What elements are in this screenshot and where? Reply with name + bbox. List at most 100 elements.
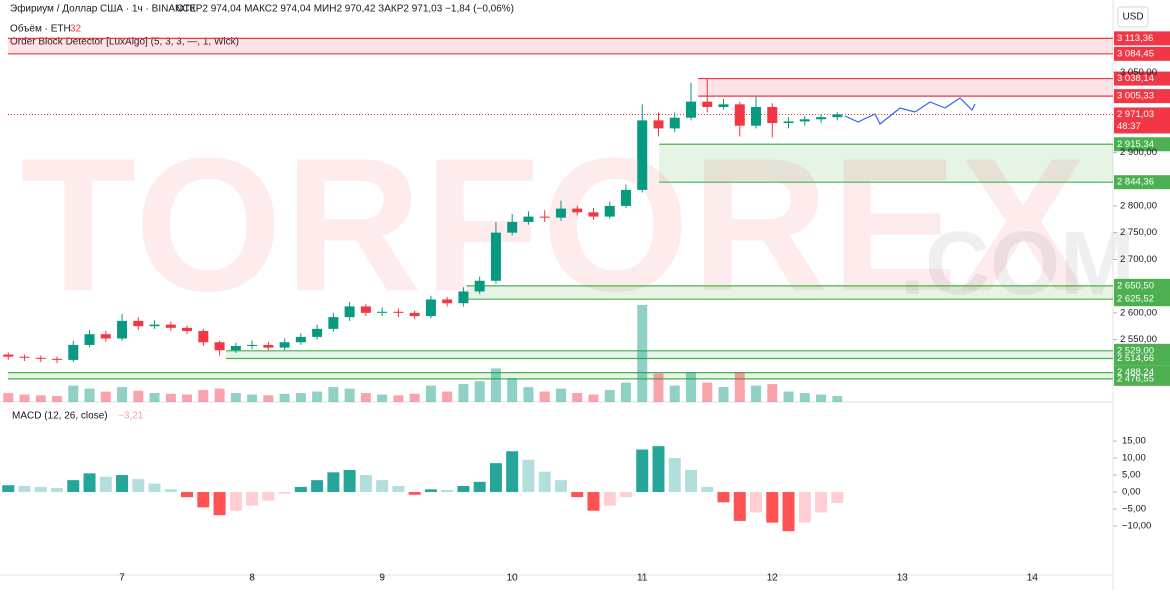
volume-bar — [588, 394, 599, 402]
volume-bar — [117, 387, 128, 402]
countdown: 48:37 — [1117, 121, 1141, 132]
candle-body — [117, 320, 128, 339]
price-label: 2 971,03 — [1117, 109, 1154, 120]
macd-bar — [766, 492, 779, 523]
candle-body — [555, 208, 566, 218]
macd-bar — [750, 492, 763, 513]
candle-body — [572, 208, 583, 213]
macd-bar — [733, 492, 746, 521]
volume-bar — [832, 396, 843, 402]
macd-bar — [343, 469, 356, 493]
y-tick-label: −5,00 — [1122, 504, 1146, 515]
volume-bar — [767, 384, 778, 402]
volume-bar — [523, 387, 534, 402]
macd-bar — [603, 492, 616, 506]
macd-bar — [197, 492, 210, 508]
candle-body — [799, 119, 810, 122]
volume-bar — [718, 387, 729, 402]
volume-bar — [751, 385, 762, 402]
volume-bar — [458, 384, 469, 402]
candle-body — [751, 106, 762, 126]
volume-bar — [637, 305, 648, 402]
macd-bar — [571, 492, 584, 498]
x-tick-label: 7 — [119, 573, 125, 584]
candle-body — [295, 336, 306, 343]
forecast-path — [844, 97, 976, 125]
candle-body — [377, 311, 388, 313]
macd-bar — [164, 489, 177, 493]
plot — [2, 31, 1170, 579]
candle-body — [653, 120, 664, 129]
candle-body — [718, 104, 729, 107]
candle-body — [832, 114, 843, 118]
volume-bar — [165, 393, 176, 402]
macd-bar — [457, 485, 470, 493]
candle-body — [539, 216, 550, 218]
candle-body — [100, 334, 111, 339]
macd-bar — [83, 473, 96, 493]
candle-body — [767, 106, 778, 124]
price-label: 3 084,45 — [1117, 48, 1154, 59]
indicator: Order Block Detector [LuxAlgo] (5, 3, 3,… — [10, 37, 239, 48]
x-tick-label: 14 — [1027, 573, 1039, 584]
volume-bar — [507, 378, 518, 402]
volume-bar — [669, 385, 680, 402]
watermark-text: TORFOREX — [20, 119, 1088, 331]
y-tick-label: 2 750,00 — [1120, 227, 1157, 238]
price-label: 2 488,24 — [1117, 367, 1154, 378]
volume-bar — [442, 391, 453, 402]
price-label: 3 113,36 — [1117, 33, 1153, 44]
volume-bar — [312, 391, 323, 402]
volume-bar — [133, 390, 144, 402]
volume-bar — [425, 385, 436, 402]
macd-bar — [229, 492, 242, 511]
price-label: 3 005,33 — [1117, 91, 1154, 102]
volume-bar — [686, 372, 697, 402]
currency[interactable]: USD — [1122, 12, 1143, 23]
macd-bar — [538, 471, 551, 493]
candle-body — [507, 221, 518, 233]
candle-body — [328, 317, 339, 329]
macd-bar — [99, 476, 112, 493]
volume-bar — [279, 393, 290, 402]
y-tick-label: 2 900,00 — [1120, 147, 1157, 158]
macd-bar — [701, 486, 714, 493]
volume-bar — [377, 394, 388, 402]
volume-bar — [328, 387, 339, 402]
volume-bar — [572, 393, 583, 402]
macd-label: MACD (12, 26, close) — [12, 411, 108, 422]
macd-bar — [668, 458, 681, 493]
volume-bar — [100, 391, 111, 402]
candle-body — [620, 189, 631, 206]
macd-bar — [213, 492, 226, 516]
currency-box[interactable] — [1117, 6, 1149, 28]
candle-body — [52, 358, 63, 360]
candle-body — [783, 121, 794, 124]
x-tick-label: 9 — [379, 573, 385, 584]
volume-bar — [393, 395, 404, 402]
candle-body — [425, 299, 436, 317]
volume-bar — [816, 394, 827, 402]
candle-body — [84, 334, 95, 345]
macd-bar — [522, 459, 535, 493]
order-block — [659, 144, 1113, 183]
macd-bar — [359, 475, 372, 493]
macd-bar — [489, 463, 502, 493]
volume-bar — [783, 391, 794, 402]
candle-body — [344, 306, 355, 318]
volume-bar — [3, 393, 14, 402]
y-tick-label: 2 600,00 — [1120, 307, 1157, 318]
candle-body — [247, 344, 258, 346]
x-tick-label: 10 — [507, 573, 519, 584]
price-label: 2 625,52 — [1117, 294, 1154, 305]
candle-body — [669, 117, 680, 129]
macd-bar — [132, 479, 145, 493]
order-block — [8, 38, 1113, 54]
macd-bar — [2, 485, 15, 493]
candle-body — [702, 101, 713, 107]
macd-bar — [148, 483, 161, 493]
y-tick-label: 2 700,00 — [1120, 254, 1157, 265]
candle-body — [734, 104, 745, 126]
y-tick-label: −10,00 — [1122, 521, 1151, 532]
